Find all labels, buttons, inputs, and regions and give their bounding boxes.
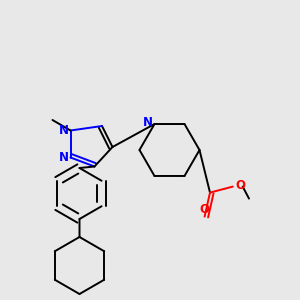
- Text: O: O: [200, 202, 210, 216]
- Text: O: O: [235, 178, 245, 192]
- Text: N: N: [59, 124, 69, 137]
- Text: N: N: [59, 151, 69, 164]
- Text: N: N: [143, 116, 153, 129]
